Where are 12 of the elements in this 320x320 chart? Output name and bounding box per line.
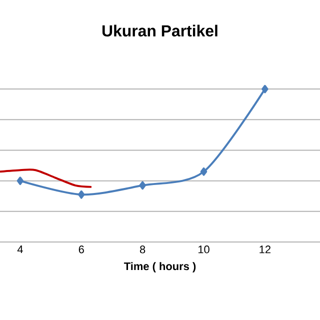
point xyxy=(78,190,85,199)
x-tick-label: 6 xyxy=(78,246,84,254)
x-tick-label: 8 xyxy=(140,246,146,254)
point xyxy=(262,84,268,94)
point xyxy=(139,181,146,190)
x-axis-title: Time ( hours ) xyxy=(124,262,196,272)
point xyxy=(16,176,24,186)
x-tick-label: 4 xyxy=(17,246,23,254)
chart-title: Ukuran Partikel xyxy=(102,24,218,36)
x-tick-label: 12 xyxy=(260,246,270,254)
point xyxy=(200,167,208,176)
x-tick-label: 10 xyxy=(198,246,210,254)
